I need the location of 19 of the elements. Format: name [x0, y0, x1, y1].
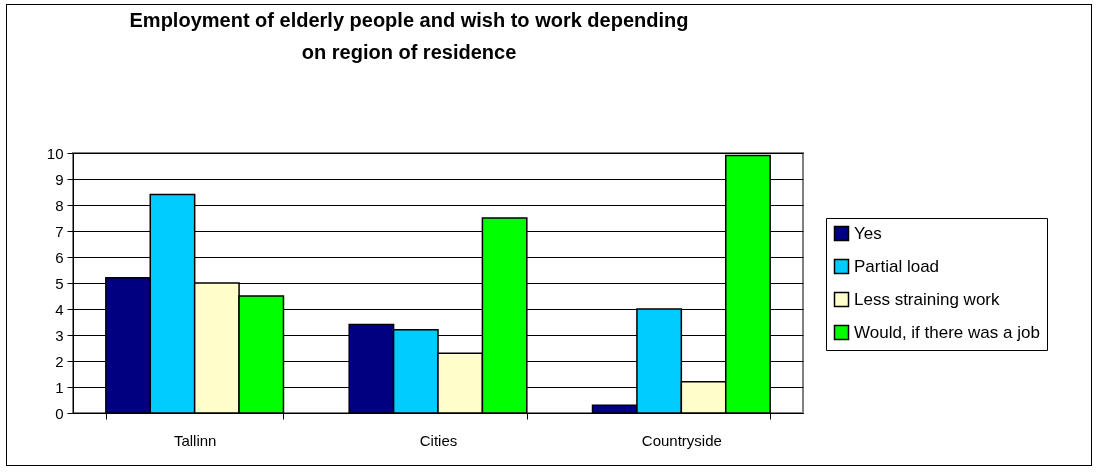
legend-label: Yes — [854, 223, 882, 243]
x-tick-label: Cities — [419, 431, 458, 449]
legend-label: Less straining work — [854, 289, 1000, 309]
y-tick-label: 2 — [55, 352, 64, 370]
y-tick-label: 7 — [55, 222, 64, 240]
y-tick-label: 3 — [55, 326, 64, 344]
y-tick-label: 6 — [55, 248, 64, 266]
y-tick-label: 1 — [55, 378, 64, 396]
y-tick-label: 9 — [55, 170, 64, 188]
y-tick-label: 10 — [46, 144, 64, 162]
y-tick-label: 4 — [55, 300, 64, 318]
y-tick-label: 8 — [55, 196, 64, 214]
legend-label: Would, if there was a job — [854, 322, 1040, 342]
y-tick-label: 5 — [55, 274, 64, 292]
chart-title: Employment of elderly people and wish to work depending on region of residence — [129, 9, 689, 63]
x-tick-label: Tallinn — [173, 431, 217, 449]
y-tick-label: 0 — [55, 404, 64, 422]
x-tick-label: Countryside — [641, 431, 722, 449]
legend-label: Partial load — [854, 256, 940, 276]
